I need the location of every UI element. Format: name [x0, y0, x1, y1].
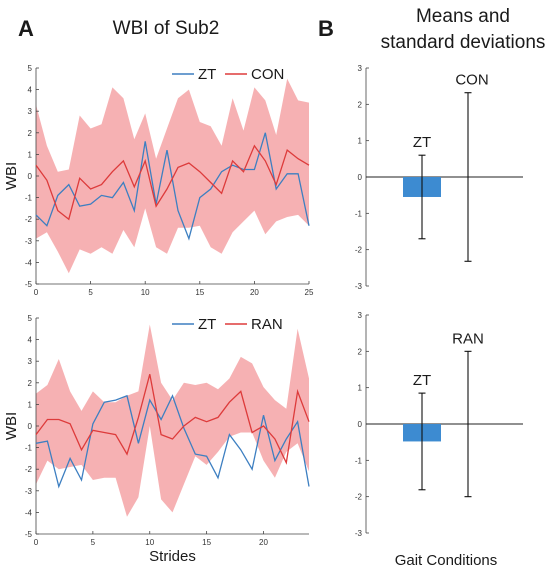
y-tick-label: 0	[28, 172, 33, 181]
top-line-chart: -5 -4 -3 -2 -1 0 1 2 3 4 5 0 5 10 15 20 25 WBI ZT CON	[3, 64, 314, 297]
zt-series-line	[35, 394, 310, 489]
y-tick-label: 2	[28, 129, 33, 138]
y-axis-label: WBI	[3, 412, 20, 440]
x-tick-label: 10	[141, 288, 150, 297]
y-tick-label: 3	[358, 311, 363, 320]
ran-band-band	[36, 324, 309, 517]
y-tick-label: -3	[25, 487, 33, 496]
y-tick-label: -2	[355, 493, 363, 502]
zt-series-line	[35, 132, 310, 241]
bar-label-ran: RAN	[452, 330, 484, 347]
y-tick-label: -1	[355, 209, 363, 218]
con-band-band	[36, 78, 309, 274]
panel-b-title-line2: standard deviations	[381, 32, 546, 53]
x-axis-label: Gait Conditions	[395, 552, 498, 569]
bar-label-zt: ZT	[413, 134, 431, 151]
x-axis-label: Strides	[149, 548, 196, 565]
y-tick-label: 3	[358, 64, 363, 73]
y-tick-label: 0	[28, 422, 33, 431]
top-bar-chart: -3 -2 -1 0 1 2 3 ZT CON	[355, 64, 523, 291]
y-tick-label: -3	[355, 529, 363, 538]
y-tick-label: 4	[28, 86, 33, 95]
y-tick-label: -3	[25, 237, 33, 246]
x-tick-label: 5	[91, 538, 96, 547]
y-tick-label: -3	[355, 282, 363, 291]
x-tick-label: 15	[202, 538, 211, 547]
panel-b-title-line1: Means and	[416, 6, 510, 27]
panel-a-letter: A	[18, 16, 34, 41]
y-tick-label: -5	[25, 280, 33, 289]
y-tick-label: -1	[355, 456, 363, 465]
y-axis-label: WBI	[3, 162, 20, 190]
y-tick-label: -2	[25, 215, 33, 224]
y-tick-label: 0	[358, 173, 363, 182]
x-tick-label: 0	[34, 288, 39, 297]
y-tick-label: 3	[28, 107, 33, 116]
bar-label-zt: ZT	[413, 372, 431, 389]
y-tick-label: 0	[358, 420, 363, 429]
y-tick-label: 2	[28, 379, 33, 388]
legend-label-ran: RAN	[251, 316, 283, 333]
x-tick-label: 5	[88, 288, 93, 297]
panel-a-title: WBI of Sub2	[113, 18, 220, 39]
y-tick-label: 2	[358, 100, 363, 109]
x-tick-label: 20	[259, 538, 268, 547]
x-tick-label: 15	[195, 288, 204, 297]
y-tick-label: -4	[25, 258, 33, 267]
y-tick-label: 2	[358, 347, 363, 356]
y-tick-label: -4	[25, 508, 33, 517]
y-tick-label: 5	[28, 314, 33, 323]
y-tick-label: 1	[358, 137, 363, 146]
y-tick-label: -5	[25, 530, 33, 539]
y-tick-label: 5	[28, 64, 33, 73]
ran-series-line	[35, 374, 310, 465]
con-series-line	[35, 144, 310, 221]
bottom-bar-chart: -3 -2 -1 0 1 2 3 ZT RAN Gait Conditions	[355, 311, 523, 569]
bar-label-con: CON	[455, 72, 488, 89]
x-tick-label: 25	[305, 288, 314, 297]
bottom-line-chart: -5 -4 -3 -2 -1 0 1 2 3 4 5 0 5 10 15 20 WBI Strides ZT RAN	[3, 314, 310, 565]
legend-label-zt: ZT	[198, 66, 216, 83]
y-tick-label: 1	[28, 150, 33, 159]
y-tick-label: -2	[355, 246, 363, 255]
panel-b-letter: B	[318, 16, 334, 41]
x-tick-label: 10	[145, 538, 154, 547]
y-tick-label: -1	[25, 194, 33, 203]
y-tick-label: 4	[28, 336, 33, 345]
y-tick-label: 1	[28, 400, 33, 409]
x-tick-label: 20	[250, 288, 259, 297]
legend-label-zt: ZT	[198, 316, 216, 333]
y-tick-label: -2	[25, 465, 33, 474]
y-tick-label: -1	[25, 444, 33, 453]
y-tick-label: 3	[28, 357, 33, 366]
x-tick-label: 0	[34, 538, 39, 547]
legend-label-con: CON	[251, 66, 284, 83]
y-tick-label: 1	[358, 384, 363, 393]
